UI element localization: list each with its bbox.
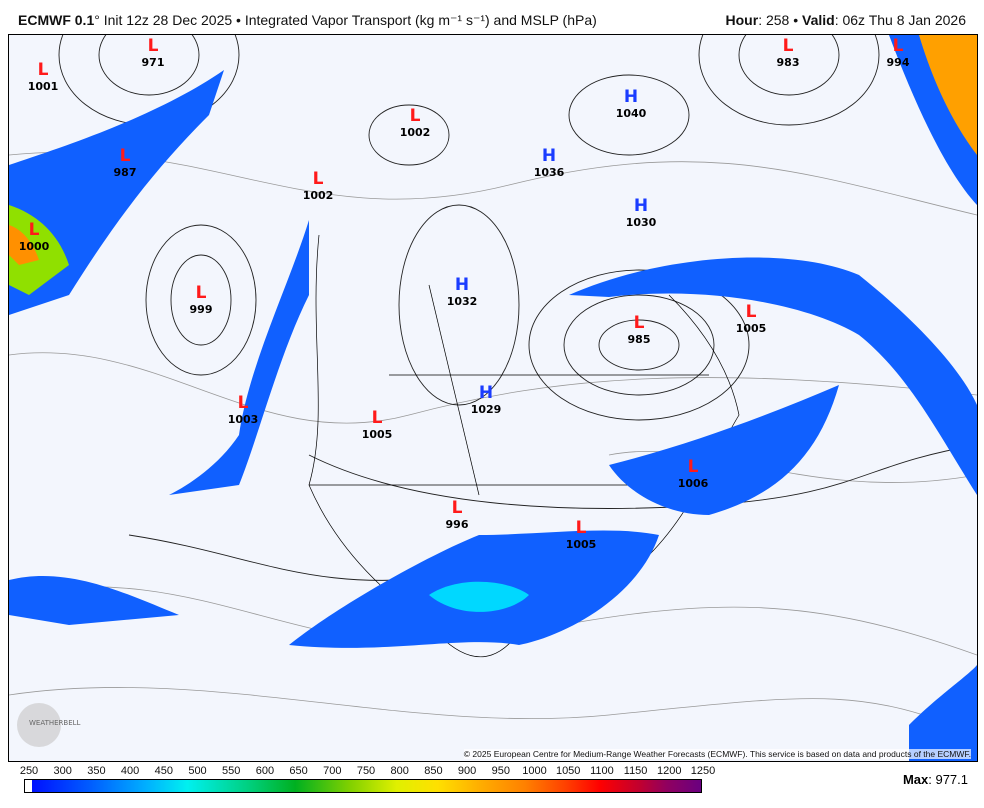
low-pressure-marker: L: [452, 498, 463, 518]
low-pressure-value: 985: [628, 333, 651, 346]
low-pressure-value: 1001: [28, 80, 59, 93]
pressure-centers: L971L1001L983L994L987L1002L1002L1000L999…: [19, 36, 910, 551]
colorbar-tick: 350: [87, 765, 106, 777]
valid-value: : 06z Thu 8 Jan 2026: [834, 12, 966, 28]
low-pressure-marker: L: [148, 36, 159, 56]
valid-time: Hour: 258 • Valid: 06z Thu 8 Jan 2026: [726, 12, 966, 28]
valid-label: Valid: [802, 12, 835, 28]
colorbar-tick: 650: [289, 765, 308, 777]
colorbar-tick: 950: [491, 765, 510, 777]
low-pressure-marker: L: [783, 36, 794, 56]
low-pressure-value: 987: [114, 166, 137, 179]
colorbar-tick: 1250: [690, 765, 716, 777]
low-pressure-marker: L: [238, 393, 249, 413]
colorbar-tick: 1150: [623, 765, 648, 777]
high-pressure-value: 1032: [447, 295, 478, 308]
high-pressure-marker: H: [455, 275, 469, 295]
colorbar-tick: 1000: [522, 765, 547, 777]
max-value: Max: 977.1: [903, 772, 968, 787]
model-name: ECMWF 0.1: [18, 12, 95, 28]
colorbar-tick: 700: [323, 765, 342, 777]
low-pressure-marker: L: [313, 169, 324, 189]
high-pressure-value: 1030: [626, 216, 657, 229]
low-pressure-value: 999: [190, 303, 213, 316]
high-pressure-value: 1029: [471, 403, 502, 416]
colorbar-tick: 500: [188, 765, 207, 777]
map-title: ECMWF 0.1° Init 12z 28 Dec 2025 • Integr…: [18, 12, 597, 29]
colorbar-tick: 1050: [555, 765, 581, 777]
hour-label: Hour: [725, 12, 759, 28]
colorbar-tick: 800: [390, 765, 409, 777]
low-pressure-value: 1005: [362, 428, 393, 441]
low-pressure-marker: L: [746, 302, 757, 322]
colorbar-tick: 900: [457, 765, 477, 777]
low-pressure-value: 971: [142, 56, 165, 69]
low-pressure-value: 994: [887, 56, 910, 69]
low-pressure-marker: L: [576, 518, 587, 538]
low-pressure-marker: L: [120, 146, 131, 166]
colorbar-tick: 250: [19, 765, 39, 777]
low-pressure-value: 1005: [736, 322, 767, 335]
low-pressure-value: 1002: [303, 189, 334, 202]
low-pressure-marker: L: [410, 106, 421, 126]
low-pressure-marker: L: [634, 313, 645, 333]
colorbar-tick: 1200: [657, 765, 682, 777]
low-pressure-marker: L: [688, 457, 699, 477]
high-pressure-marker: H: [479, 383, 493, 403]
weather-map: WEATHERBELL L 971 L 1001 L 983 L 994 L 987 L 1002 L 1…: [8, 34, 978, 762]
high-pressure-value: 1036: [534, 166, 565, 179]
low-pressure-marker: L: [372, 408, 383, 428]
colorbar-tick: 550: [222, 765, 241, 777]
logo: WEATHERBELL: [17, 703, 81, 747]
low-pressure-value: 1003: [228, 413, 259, 426]
high-pressure-marker: H: [634, 196, 648, 216]
copyright-notice: © 2025 European Centre for Medium-Range …: [463, 749, 971, 759]
high-pressure-marker: H: [624, 87, 638, 107]
low-pressure-value: 996: [446, 518, 469, 531]
colorbar-tick: 1100: [590, 765, 614, 777]
low-pressure-marker: L: [893, 36, 904, 56]
low-pressure-marker: L: [196, 283, 207, 303]
logo-text: WEATHERBELL: [29, 719, 81, 727]
low-pressure-value: 1006: [678, 477, 709, 490]
colorbar-tick: 400: [120, 765, 140, 777]
init-description: ° Init 12z 28 Dec 2025 • Integrated Vapo…: [94, 12, 597, 28]
colorbar-tick: 850: [424, 765, 443, 777]
low-pressure-marker: L: [38, 60, 49, 80]
hour-value: : 258 •: [758, 12, 803, 28]
max-number: : 977.1: [928, 772, 968, 787]
low-pressure-value: 1002: [400, 126, 431, 139]
colorbar-tick: 750: [356, 765, 376, 777]
streamlines: [9, 151, 977, 736]
high-pressure-marker: H: [542, 146, 556, 166]
max-label: Max: [902, 772, 929, 787]
low-pressure-value: 983: [777, 56, 800, 69]
map-canvas: WEATHERBELL L971L1001L983L994L987L1002L1…: [9, 35, 977, 761]
low-pressure-marker: L: [29, 220, 40, 240]
high-pressure-value: 1040: [616, 107, 647, 120]
colorbar-tick: 450: [154, 765, 173, 777]
colorbar-tick: 300: [53, 765, 72, 777]
low-pressure-value: 1000: [19, 240, 50, 253]
ivt-shading: [9, 35, 977, 761]
colorbar: [24, 779, 702, 793]
colorbar-tick: 600: [255, 765, 275, 777]
low-pressure-value: 1005: [566, 538, 597, 551]
